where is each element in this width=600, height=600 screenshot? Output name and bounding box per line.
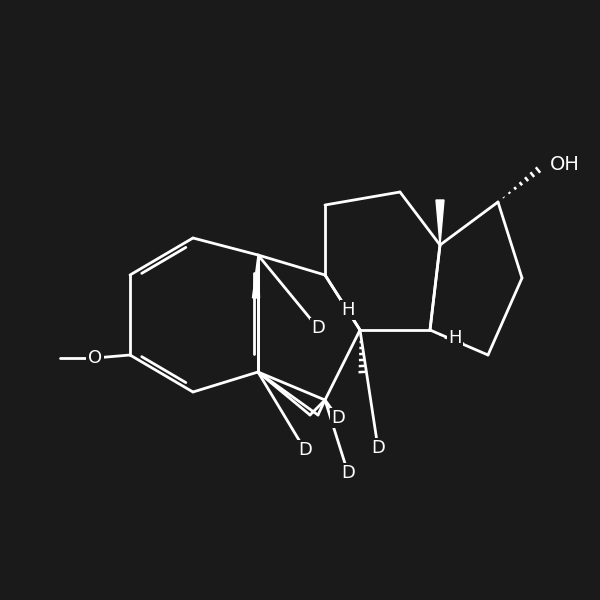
Text: D: D [298,441,312,459]
Text: H: H [448,329,462,347]
Text: D: D [331,409,345,427]
Text: D: D [371,439,385,457]
Text: O: O [88,349,102,367]
Text: D: D [311,319,325,337]
Text: H: H [341,301,355,319]
Polygon shape [253,255,259,298]
Text: OH: OH [550,155,580,175]
Text: D: D [341,464,355,482]
Polygon shape [436,200,444,245]
